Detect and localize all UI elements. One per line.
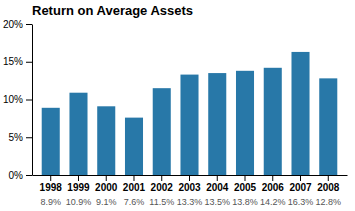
x-tick: 2003 — [178, 175, 201, 193]
bar — [153, 88, 171, 175]
y-tick-mark — [26, 175, 32, 176]
value-label: 8.9% — [40, 197, 61, 207]
x-tick: 2000 — [95, 175, 118, 193]
bar — [319, 78, 337, 175]
y-tick-mark — [26, 100, 32, 101]
value-label: 13.5% — [204, 197, 230, 207]
x-tick: 2002 — [151, 175, 174, 193]
x-tick-mark — [217, 175, 218, 181]
y-tick: 20% — [3, 19, 32, 30]
x-tick-label: 2003 — [178, 182, 201, 193]
x-tick: 2004 — [206, 175, 229, 193]
value-label: 12.8% — [316, 197, 342, 207]
bar — [291, 52, 309, 175]
x-tick-mark — [272, 175, 273, 181]
value-label: 9.1% — [96, 197, 117, 207]
y-tick-label: 10% — [3, 94, 23, 105]
bar — [42, 108, 60, 175]
chart: 0% 5% 10% 15% 20% 1998 1999 2000 2001 2002 2003 200… — [0, 0, 355, 211]
x-tick-label: 2001 — [123, 182, 146, 193]
value-label: 16.3% — [288, 197, 314, 207]
value-label: 11.5% — [149, 197, 174, 207]
value-label: 14.2% — [260, 197, 286, 207]
x-tick-label: 2008 — [317, 182, 340, 193]
bar — [208, 73, 226, 175]
x-tick-mark — [328, 175, 329, 181]
bar — [180, 75, 198, 175]
x-tick: 1999 — [67, 175, 90, 193]
x-tick-label: 1998 — [40, 182, 63, 193]
value-label: 10.9% — [66, 197, 92, 207]
value-label: 7.6% — [124, 197, 145, 207]
value-label: 13.8% — [232, 197, 258, 207]
x-axis: 1998 1999 2000 2001 2002 2003 2004 2005 2006 2007… — [33, 175, 348, 193]
value-labels: 8.9% 10.9% 9.1% 7.6% 11.5%13.3%13.5%13.8%14.… — [40, 197, 341, 207]
x-tick-mark — [161, 175, 162, 181]
x-tick-mark — [245, 175, 246, 181]
y-tick-label: 20% — [3, 19, 23, 30]
x-tick-label: 2005 — [234, 182, 257, 193]
x-tick-mark — [78, 175, 79, 181]
y-tick-label: 15% — [3, 56, 23, 67]
x-tick-mark — [189, 175, 190, 181]
y-tick-mark — [26, 137, 32, 138]
x-tick-label: 2007 — [289, 182, 312, 193]
x-tick-mark — [106, 175, 107, 181]
x-tick: 2008 — [317, 175, 340, 193]
bar — [97, 106, 115, 175]
y-tick: 10% — [3, 94, 32, 105]
x-tick-label: 2002 — [151, 182, 174, 193]
y-tick-mark — [26, 24, 32, 25]
y-tick: 0% — [9, 170, 32, 181]
y-tick-label: 0% — [9, 170, 24, 181]
x-tick: 2006 — [262, 175, 285, 193]
bar — [69, 93, 87, 175]
x-tick-mark — [133, 175, 134, 181]
y-tick-mark — [26, 62, 32, 63]
bars — [42, 52, 338, 175]
y-tick: 5% — [9, 132, 32, 143]
x-tick-mark — [300, 175, 301, 181]
x-tick-label: 1999 — [67, 182, 90, 193]
y-axis: 0% 5% 10% 15% 20% — [3, 19, 33, 181]
y-axis-line — [32, 25, 33, 176]
x-tick: 2007 — [289, 175, 312, 193]
bar — [264, 68, 282, 175]
x-tick: 2001 — [123, 175, 146, 193]
y-tick-label: 5% — [9, 132, 24, 143]
bar — [125, 118, 143, 175]
x-tick: 1998 — [40, 175, 63, 193]
title: Return on Average Assets — [32, 3, 193, 18]
value-label: 13.3% — [177, 197, 203, 207]
plot: 0% 5% 10% 15% 20% 1998 1999 2000 2001 2002 2003 200… — [3, 19, 348, 207]
x-tick-label: 2004 — [206, 182, 229, 193]
x-tick: 2005 — [234, 175, 257, 193]
y-tick: 15% — [3, 56, 32, 67]
x-tick-label: 2000 — [95, 182, 118, 193]
x-tick-mark — [50, 175, 51, 181]
x-tick-label: 2006 — [262, 182, 285, 193]
bar — [236, 71, 254, 175]
